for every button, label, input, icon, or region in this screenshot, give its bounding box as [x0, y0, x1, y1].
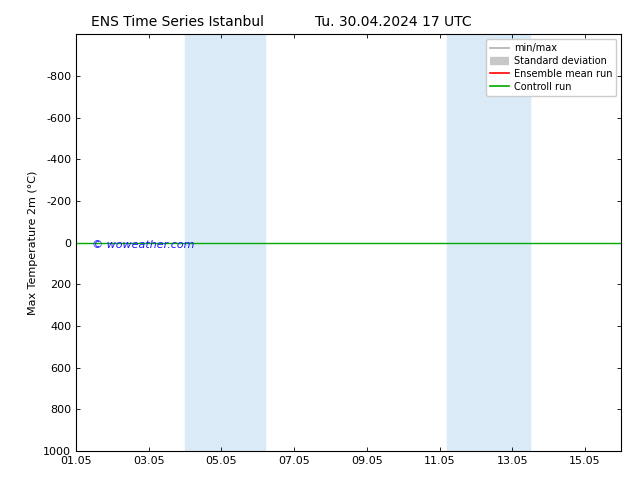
Bar: [447, 34, 531, 451]
Legend: min/max, Standard deviation, Ensemble mean run, Controll run: min/max, Standard deviation, Ensemble me…: [486, 39, 616, 96]
Bar: [185, 34, 265, 451]
Text: ENS Time Series Istanbul: ENS Time Series Istanbul: [91, 15, 264, 29]
Text: Tu. 30.04.2024 17 UTC: Tu. 30.04.2024 17 UTC: [314, 15, 472, 29]
Y-axis label: Max Temperature 2m (°C): Max Temperature 2m (°C): [28, 171, 37, 315]
Text: © woweather.com: © woweather.com: [93, 241, 195, 250]
